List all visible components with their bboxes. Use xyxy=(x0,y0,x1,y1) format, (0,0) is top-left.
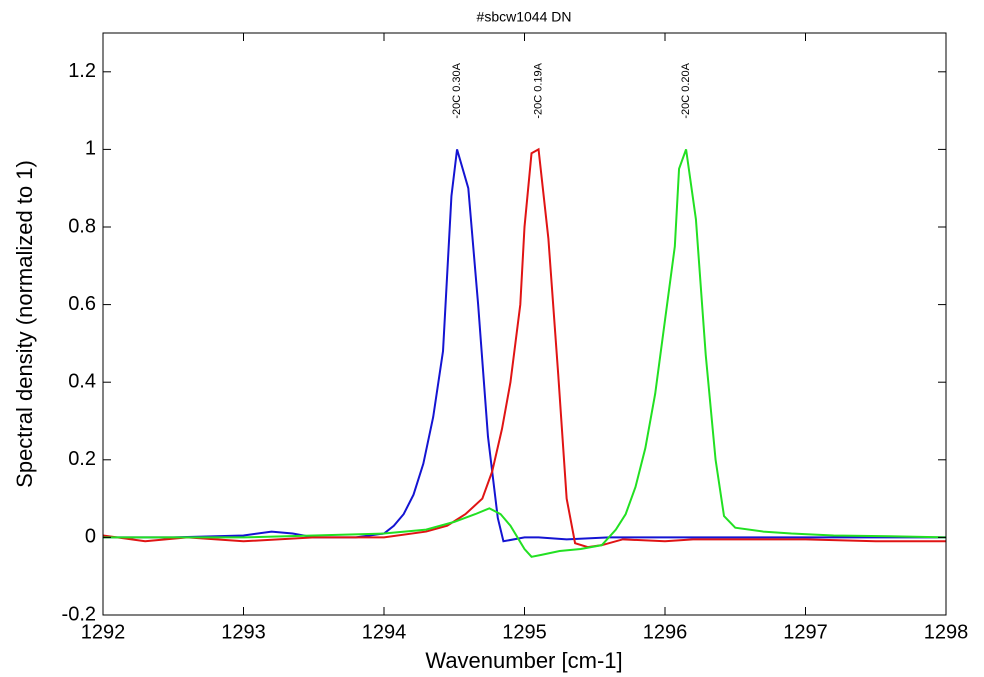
y-tick-label: 0.6 xyxy=(68,293,96,315)
series-line xyxy=(103,147,946,549)
series-label: -20C 0.20A xyxy=(680,62,692,118)
x-tick-label: 1295 xyxy=(502,621,547,643)
y-tick-label: -0.2 xyxy=(62,603,96,625)
series-line xyxy=(103,149,946,543)
y-tick-label: 0.4 xyxy=(68,370,96,392)
x-tick-label: 1292 xyxy=(81,621,126,643)
x-tick-label: 1294 xyxy=(362,621,407,643)
axes-frame xyxy=(102,32,947,616)
chart-title: #sbcw1044 DN xyxy=(477,9,572,25)
y-tick-label: 0.2 xyxy=(68,448,96,470)
series-label: -20C 0.19A xyxy=(532,62,544,118)
y-tick-label: 1.2 xyxy=(68,60,96,82)
y-tick-label: 0 xyxy=(85,526,96,548)
y-tick-label: 1 xyxy=(85,138,96,160)
series-line xyxy=(103,149,946,558)
x-tick-label: 1297 xyxy=(783,621,828,643)
plot-area xyxy=(103,147,946,558)
y-axis-label: Spectral density (normalized to 1) xyxy=(12,160,37,488)
x-tick-label: 1296 xyxy=(643,621,688,643)
x-axis-label: Wavenumber [cm-1] xyxy=(425,648,622,673)
x-tick-label: 1293 xyxy=(221,621,266,643)
series-label: -20C 0.30A xyxy=(451,62,463,118)
y-tick-label: 0.8 xyxy=(68,215,96,237)
x-tick-label: 1298 xyxy=(924,621,969,643)
